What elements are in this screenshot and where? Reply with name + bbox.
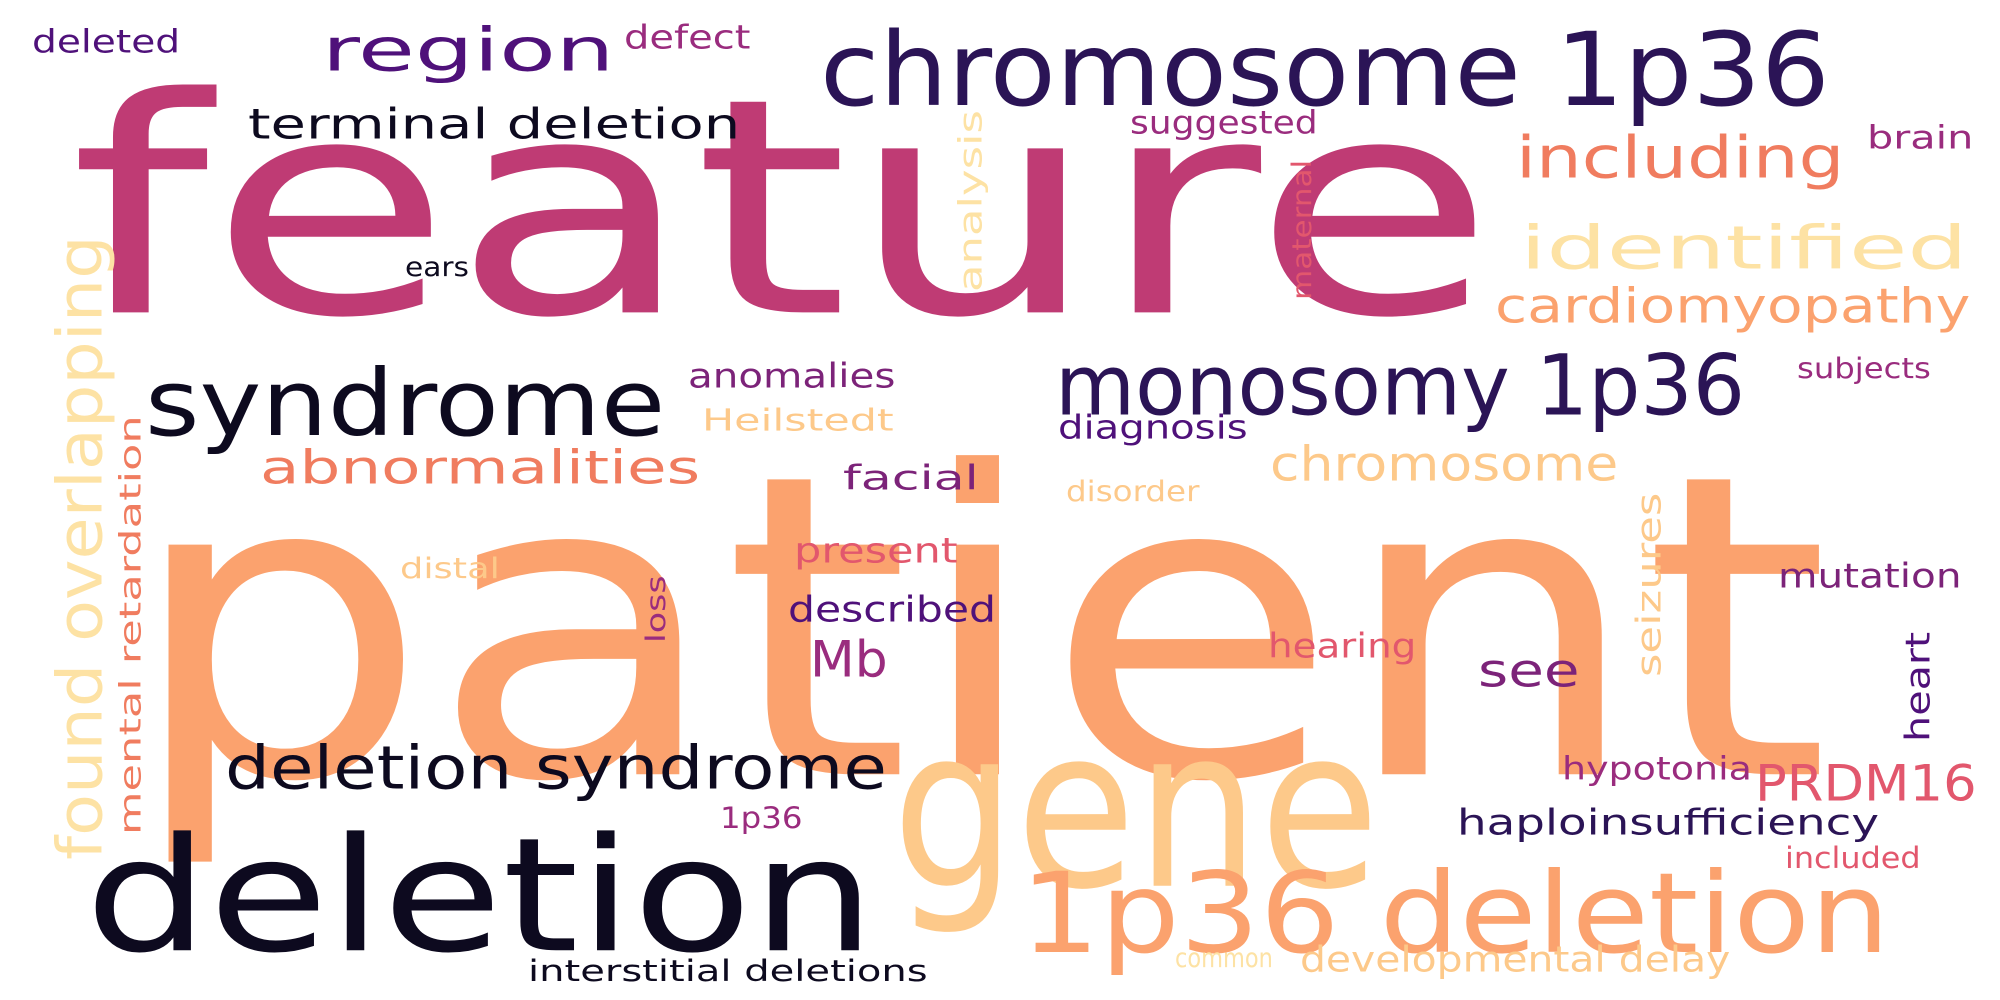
word-chromosome-1p36: chromosome 1p36 [820,11,1830,130]
word-feature: feature [70,35,1496,384]
word-brain: brain [1867,119,1974,156]
word-monosomy-1p36: monosomy 1p36 [1055,336,1746,435]
word-gene: gene [892,679,1380,939]
word-common: common [1175,944,1273,974]
word-interstitial-deletions: interstitial deletions [528,955,928,989]
word-identified: identified [1520,213,1968,283]
word-deletion-syndrome: deletion syndrome [225,733,887,803]
word-maternal: maternal [1288,159,1318,300]
word-1p36-deletion: 1p36 deletion [1020,848,1890,979]
word-patient: patient [125,385,1831,875]
word-mental-retardation: mental retardation [114,415,148,835]
word-deleted: deleted [32,23,181,60]
word-prdm16: PRDM16 [1755,755,1977,813]
word-loss: loss [642,575,672,643]
word-described: described [788,588,996,630]
word-suggested: suggested [1130,104,1318,141]
word-ears: ears [405,253,469,283]
word-heilstedt: Heilstedt [702,402,894,438]
word-cardiomyopathy: cardiomyopathy [1495,277,1971,334]
word-including: including [1516,124,1845,192]
word-syndrome: syndrome [145,349,666,457]
word-hypotonia: hypotonia [1562,750,1752,787]
word-terminal-deletion: terminal deletion [248,100,741,149]
word-present: present [794,530,958,571]
word-included: included [1785,842,1921,876]
word-facial: facial [843,459,979,498]
word-mb: Mb [810,631,888,689]
word-region: region [322,15,615,85]
word-subjects: subjects [1797,352,1931,385]
word-mutation: mutation [1778,557,1962,596]
word-distal: distal [400,552,500,585]
word-defect: defect [624,19,751,57]
word-1p36: 1p36 [720,802,803,836]
word-haploinsufficiency: haploinsufficiency [1457,801,1880,843]
word-analysis: analysis [952,110,989,292]
word-chromosome: chromosome [1270,435,1619,492]
word-deletion: deletion [85,804,876,989]
word-disorder: disorder [1066,475,1200,508]
word-heart: heart [1899,631,1938,742]
word-diagnosis: diagnosis [1058,409,1248,447]
word-see: see [1478,644,1580,698]
word-found-overlapping: found overlapping [45,235,117,861]
word-developmental-delay: developmental delay [1300,938,1731,980]
word-anomalies: anomalies [688,357,896,396]
word-abnormalities: abnormalities [260,441,701,495]
word-seizures: seizures [1630,492,1669,677]
word-hearing: hearing [1268,627,1417,666]
